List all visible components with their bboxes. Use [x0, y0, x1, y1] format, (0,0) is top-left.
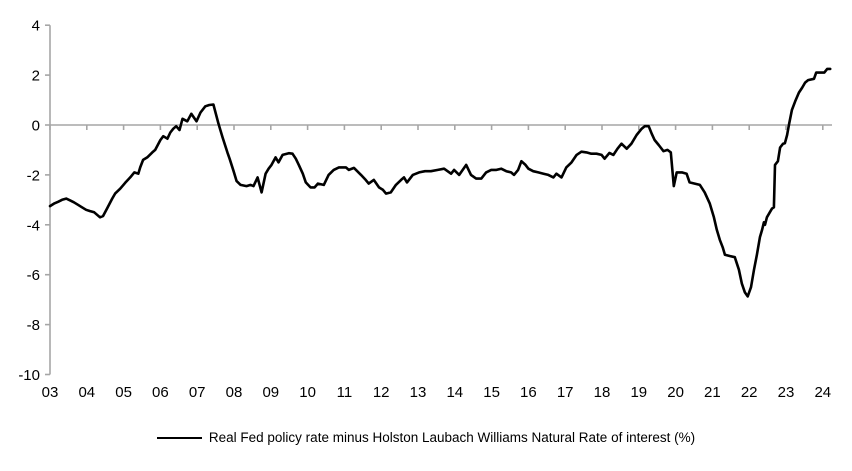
x-tick-label: 18: [594, 384, 611, 401]
x-tick-label: 08: [226, 384, 243, 401]
x-tick-label: 03: [42, 384, 59, 401]
x-tick-label: 05: [115, 384, 132, 401]
x-tick-label: 04: [78, 384, 95, 401]
y-tick-label: -2: [27, 167, 40, 184]
x-tick-label: 21: [704, 384, 721, 401]
chart-legend: Real Fed policy rate minus Holston Lauba…: [0, 430, 852, 445]
data-series-line: [48, 67, 832, 298]
x-tick-label: 23: [778, 384, 795, 401]
x-tick-label: 07: [189, 384, 206, 401]
x-tick-label: 16: [520, 384, 537, 401]
y-tick-label: 4: [32, 18, 40, 35]
y-tick-label: -8: [27, 317, 40, 334]
y-tick-label: -6: [27, 267, 40, 284]
y-tick-label: 0: [32, 118, 40, 135]
x-tick-label: 17: [557, 384, 574, 401]
x-tick-label: 24: [814, 384, 831, 401]
y-tick-label: 2: [32, 68, 40, 85]
x-tick-label: 19: [630, 384, 647, 401]
x-tick-label: 14: [446, 384, 463, 401]
x-tick-label: 12: [373, 384, 390, 401]
legend-line-swatch: [156, 436, 202, 439]
x-tick-label: 20: [667, 384, 684, 401]
y-tick-label: -4: [27, 217, 40, 234]
x-tick-label: 06: [152, 384, 169, 401]
legend-label: Real Fed policy rate minus Holston Lauba…: [208, 430, 696, 445]
x-tick-label: 15: [483, 384, 500, 401]
x-tick-label: 13: [410, 384, 427, 401]
x-tick-label: 09: [262, 384, 279, 401]
x-tick-label: 11: [337, 384, 353, 401]
x-tick-label: 10: [299, 384, 316, 401]
x-tick-label: 22: [741, 384, 758, 401]
y-tick-label: -10: [18, 367, 40, 384]
